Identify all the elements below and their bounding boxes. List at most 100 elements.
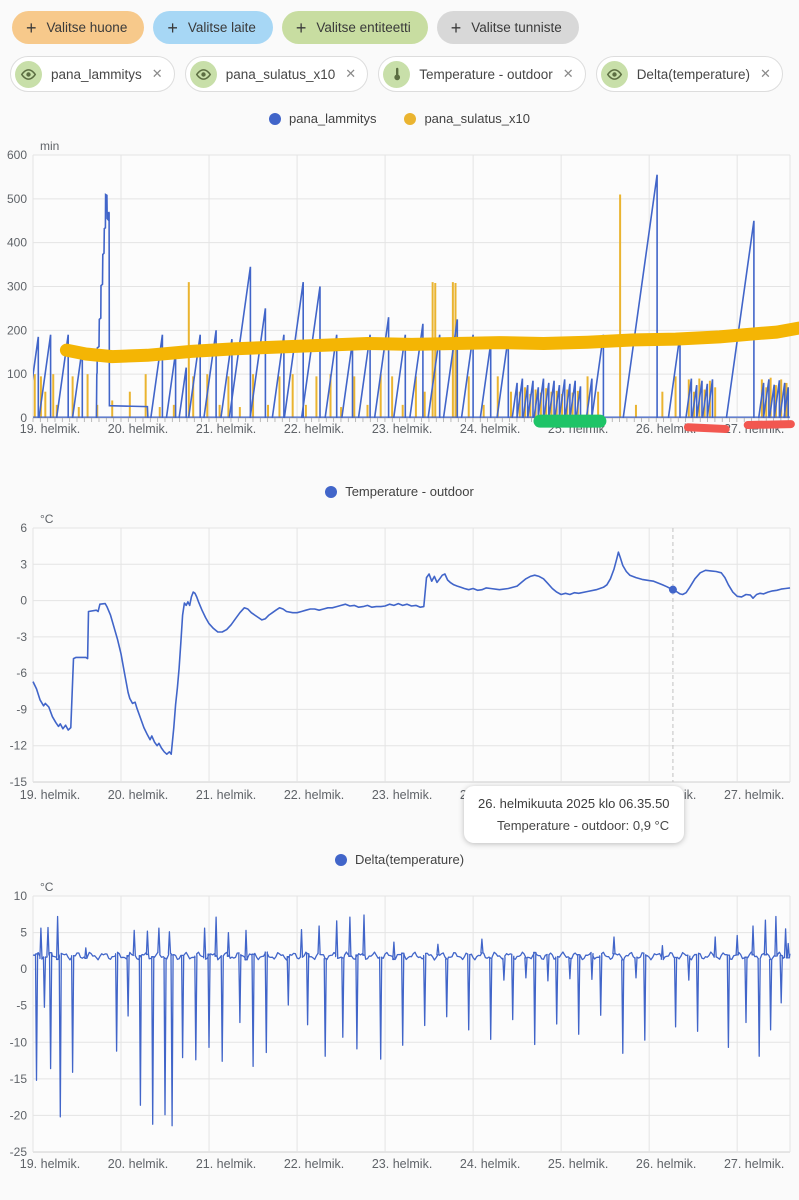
svg-text:-9: -9 <box>16 702 27 716</box>
svg-text:100: 100 <box>7 367 27 381</box>
legend-label: Delta(temperature) <box>354 852 465 867</box>
svg-text:22. helmik.: 22. helmik. <box>284 788 344 802</box>
svg-text:22. helmik.: 22. helmik. <box>284 422 344 436</box>
select-label-button[interactable]: + Valitse tunniste <box>436 11 579 44</box>
hand-drawn-yellow-marker <box>59 321 799 364</box>
svg-text:20. helmik.: 20. helmik. <box>108 422 168 436</box>
plot-area <box>33 896 790 1152</box>
eye-icon <box>15 60 42 88</box>
chart-tooltip: 26. helmikuuta 2025 klo 06.35.50 Tempera… <box>464 786 684 843</box>
legend-item-pana-lammitys[interactable]: pana_lammitys <box>269 111 376 126</box>
svg-text:-6: -6 <box>16 666 27 680</box>
legend-dot <box>334 853 347 866</box>
x-axis-labels: 19. helmik. 20. helmik. 21. helmik. 22. hel… <box>20 422 785 436</box>
close-icon[interactable]: ✕ <box>759 66 771 81</box>
entity-chip-pana-sulatus[interactable]: pana_sulatus_x10 ✕ <box>184 56 369 92</box>
plus-icon: + <box>450 17 462 38</box>
entity-chip-temperature-outdoor[interactable]: Temperature - outdoor ✕ <box>378 56 586 92</box>
hand-drawn-red-marker <box>743 420 795 429</box>
svg-text:23. helmik.: 23. helmik. <box>372 422 432 436</box>
svg-text:600: 600 <box>7 148 27 162</box>
entity-chip-row: pana_lammitys ✕ pana_sulatus_x10 ✕ Tempe… <box>10 56 783 92</box>
chip-label: pana_sulatus_x10 <box>225 66 336 82</box>
select-entity-button[interactable]: + Valitse entiteetti <box>281 11 428 44</box>
delta-temperature-chart[interactable]: 10 5 0 -5 -10 -15 -20 -25 °C 19. helmik. 20. helmi… <box>0 878 799 1178</box>
legend-item-delta-temperature[interactable]: Delta(temperature) <box>334 852 465 867</box>
select-label-label: Valitse tunniste <box>471 20 562 35</box>
runtime-minutes-chart[interactable]: 0 100 200 300 400 500 600 min 19. helmik. 20. hel… <box>0 140 799 450</box>
svg-text:27. helmik.: 27. helmik. <box>724 1157 784 1171</box>
svg-text:-3: -3 <box>16 630 27 644</box>
plus-icon: + <box>167 17 178 38</box>
legend-label: pana_sulatus_x10 <box>424 111 530 126</box>
select-room-label: Valitse huone <box>46 20 128 35</box>
svg-text:400: 400 <box>7 236 27 250</box>
svg-text:23. helmik.: 23. helmik. <box>372 1157 432 1171</box>
plus-icon: + <box>26 17 37 38</box>
close-icon[interactable]: ✕ <box>345 66 357 81</box>
legend-item-temperature-outdoor[interactable]: Temperature - outdoor <box>325 484 474 499</box>
svg-text:6: 6 <box>20 521 27 535</box>
entity-chip-delta-temperature[interactable]: Delta(temperature) ✕ <box>595 56 783 92</box>
select-device-button[interactable]: + Valitse laite <box>153 11 273 44</box>
svg-text:22. helmik.: 22. helmik. <box>284 1157 344 1171</box>
svg-text:19. helmik.: 19. helmik. <box>20 1157 80 1171</box>
svg-text:300: 300 <box>7 280 27 294</box>
entity-chip-pana-lammitys[interactable]: pana_lammitys ✕ <box>10 56 175 92</box>
svg-text:-15: -15 <box>10 775 28 789</box>
svg-text:21. helmik.: 21. helmik. <box>196 422 256 436</box>
close-icon[interactable]: ✕ <box>562 66 574 81</box>
svg-text:-12: -12 <box>10 739 28 753</box>
svg-text:-15: -15 <box>10 1072 28 1086</box>
svg-text:24. helmik.: 24. helmik. <box>460 422 520 436</box>
delta-temperature-series <box>32 914 791 1127</box>
svg-text:0: 0 <box>20 962 27 976</box>
svg-text:-20: -20 <box>10 1108 28 1122</box>
grid-lines <box>32 527 791 783</box>
select-room-button[interactable]: + Valitse huone <box>12 11 145 44</box>
svg-text:0: 0 <box>20 411 27 425</box>
svg-text:-10: -10 <box>10 1035 28 1049</box>
chip-label: Temperature - outdoor <box>419 66 553 82</box>
x-axis-labels: 19. helmik. 20. helmik. 21. helmik. 22. hel… <box>20 1157 785 1171</box>
minor-ticks <box>32 418 789 422</box>
eye-icon <box>189 60 217 88</box>
chart1-legend: pana_lammitys pana_sulatus_x10 <box>0 111 799 126</box>
svg-text:23. helmik.: 23. helmik. <box>372 788 432 802</box>
grid-lines <box>32 154 791 419</box>
series-dot-icon <box>478 820 489 831</box>
svg-text:3: 3 <box>20 557 27 571</box>
tooltip-timestamp: 26. helmikuuta 2025 klo 06.35.50 <box>478 796 670 811</box>
y-axis-labels: 10 5 0 -5 -10 -15 -20 -25 <box>10 889 28 1159</box>
chip-label: Delta(temperature) <box>636 66 750 82</box>
svg-text:26. helmik.: 26. helmik. <box>636 422 696 436</box>
svg-text:20. helmik.: 20. helmik. <box>108 1157 168 1171</box>
chart3-legend: Delta(temperature) <box>0 852 799 867</box>
selected-data-point <box>668 585 677 594</box>
svg-text:19. helmik.: 19. helmik. <box>20 422 80 436</box>
axis-unit-label: min <box>40 140 59 153</box>
legend-dot <box>404 112 417 125</box>
close-icon[interactable]: ✕ <box>151 66 163 81</box>
y-axis-labels: 6 3 0 -3 -6 -9 -12 -15 <box>10 521 28 789</box>
svg-text:-5: -5 <box>16 999 27 1013</box>
legend-dot <box>269 112 282 125</box>
y-axis-labels: 0 100 200 300 400 500 600 <box>7 148 27 425</box>
plot-area <box>33 528 790 782</box>
chart2-legend: Temperature - outdoor <box>0 484 799 499</box>
outdoor-temperature-chart[interactable]: 6 3 0 -3 -6 -9 -12 -15 °C 19. helmik. 20. helmik. 2… <box>0 505 799 815</box>
pana-lammitys-series <box>33 174 790 419</box>
axis-unit-label: °C <box>40 512 54 526</box>
legend-item-pana-sulatus[interactable]: pana_sulatus_x10 <box>404 111 530 126</box>
eye-icon <box>600 60 628 88</box>
hand-drawn-red-marker <box>683 423 730 433</box>
svg-text:10: 10 <box>14 889 28 903</box>
plus-icon: + <box>295 17 307 38</box>
axis-unit-label: °C <box>40 880 54 894</box>
svg-text:26. helmik.: 26. helmik. <box>636 1157 696 1171</box>
filter-toolbar: + Valitse huone + Valitse laite + Valits… <box>12 11 579 44</box>
svg-text:19. helmik.: 19. helmik. <box>20 788 80 802</box>
svg-text:21. helmik.: 21. helmik. <box>196 1157 256 1171</box>
legend-dot <box>325 485 338 498</box>
svg-text:27. helmik.: 27. helmik. <box>724 788 784 802</box>
